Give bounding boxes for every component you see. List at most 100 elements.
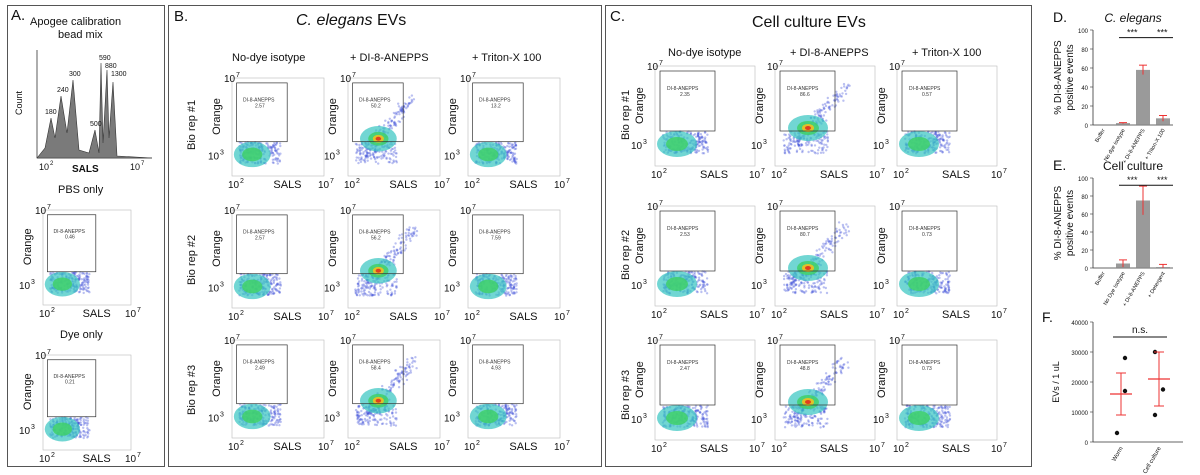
dot [844, 229, 847, 232]
dot [398, 379, 401, 382]
dot [398, 234, 401, 237]
dot [842, 82, 846, 86]
dot [362, 283, 366, 286]
dot [835, 95, 838, 98]
dot [506, 151, 510, 154]
dot [705, 277, 709, 280]
dot [85, 278, 89, 281]
y-tick-label: 0 [1085, 267, 1089, 273]
dot [405, 366, 408, 370]
y-axis-label: Orange [327, 98, 339, 135]
dot [500, 274, 503, 277]
dot [806, 140, 809, 143]
dot [948, 288, 951, 292]
dot [86, 283, 90, 286]
x-tick-low: 10 [771, 170, 783, 181]
dot [945, 139, 949, 142]
dot [388, 161, 391, 164]
dot [822, 242, 825, 245]
dot [79, 288, 82, 291]
x-axis-label: SALS [389, 441, 417, 453]
dot [934, 131, 937, 134]
y-tick-low: 10 [19, 426, 31, 437]
dot [696, 134, 700, 138]
dot [807, 143, 810, 146]
dot [791, 280, 794, 284]
dot [366, 412, 369, 415]
dot [358, 149, 362, 152]
dot [362, 294, 365, 297]
dot [789, 139, 792, 143]
dot [835, 93, 838, 97]
dot [945, 135, 949, 138]
dot [794, 290, 797, 294]
dot [372, 153, 375, 156]
y-tick-low-exp: 3 [220, 281, 224, 288]
dot [360, 287, 363, 290]
dot [274, 421, 277, 425]
dot [398, 374, 402, 377]
x-tick-low-exp: 2 [240, 178, 244, 185]
dot [695, 290, 699, 293]
dot [947, 148, 950, 152]
gate-name: DI-8-ANEPPS [243, 360, 275, 366]
dot [270, 290, 273, 294]
dot [392, 384, 396, 387]
dot [816, 112, 819, 115]
dot [362, 159, 365, 162]
dot [273, 278, 276, 282]
dot [841, 223, 845, 227]
y-tick-low: 10 [208, 413, 220, 424]
dot [947, 286, 950, 289]
dot [940, 143, 943, 146]
dot [818, 254, 821, 257]
dot [806, 280, 809, 284]
dot [824, 242, 827, 245]
dot [272, 280, 275, 283]
y-tick-high-exp: 7 [236, 72, 240, 79]
dot [819, 291, 822, 294]
dot [278, 412, 281, 416]
dot [394, 408, 397, 411]
dot [407, 365, 411, 368]
dot [82, 420, 85, 423]
dot [794, 278, 797, 281]
density-cloud [657, 270, 709, 297]
dot [391, 412, 394, 415]
dot [86, 436, 89, 439]
dot [405, 378, 409, 382]
dot [507, 141, 510, 145]
dot [82, 281, 85, 284]
x-tick-low: 10 [464, 442, 476, 453]
dot [508, 145, 511, 148]
dot [355, 289, 358, 292]
dot [80, 284, 84, 287]
dot [701, 280, 705, 283]
dot [371, 413, 375, 417]
y-tick-high-exp: 7 [352, 204, 356, 211]
density-cloud [354, 356, 418, 427]
dot [274, 287, 277, 291]
dot [694, 150, 697, 154]
dot [947, 146, 950, 149]
dot [794, 279, 797, 282]
dot [379, 288, 382, 291]
dot [948, 142, 951, 145]
dot [944, 146, 947, 149]
dot [268, 147, 271, 150]
dot [945, 142, 948, 145]
dot [515, 284, 518, 287]
dot [358, 147, 361, 150]
dot [811, 289, 814, 292]
dot [511, 160, 514, 163]
plot-frame [347, 209, 441, 309]
dot [500, 142, 503, 146]
dot [705, 292, 709, 295]
dot [794, 291, 797, 294]
dot [272, 276, 275, 279]
dot [411, 361, 414, 364]
dot [508, 149, 511, 152]
dot [821, 103, 825, 106]
dot [393, 250, 396, 253]
